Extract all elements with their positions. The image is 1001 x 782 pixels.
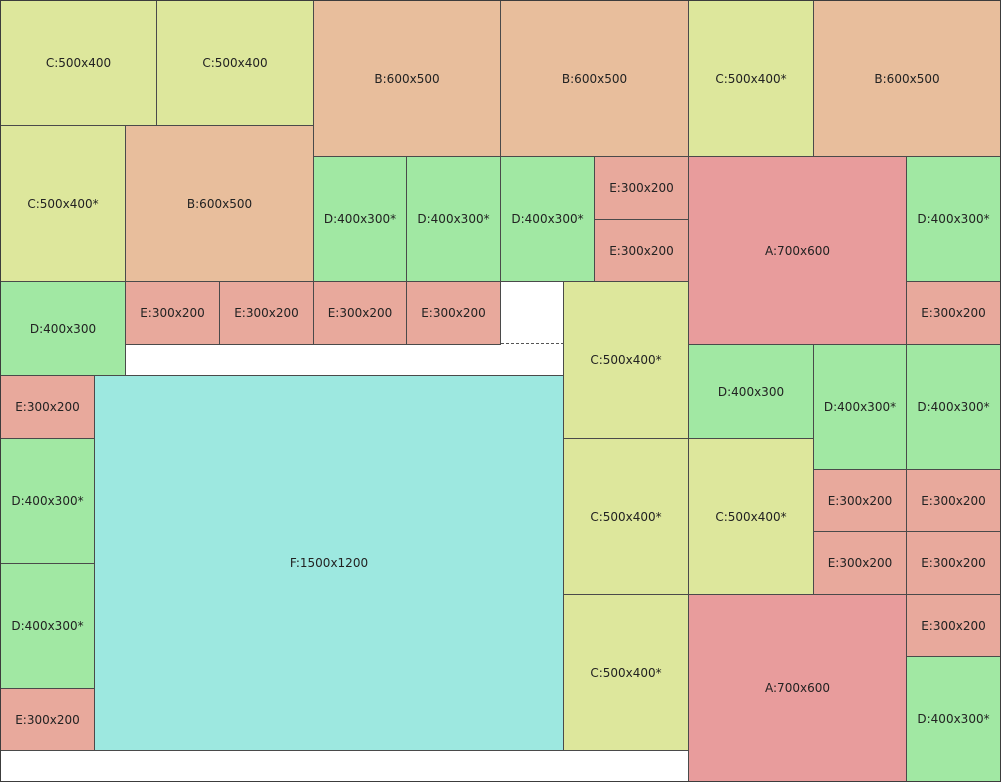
piece-c: C:500x400: [0, 0, 157, 126]
piece-d: D:400x300*: [0, 563, 95, 689]
piece-e: E:300x200: [313, 281, 407, 345]
piece-d: D:400x300*: [0, 438, 95, 564]
piece-e: E:300x200: [813, 469, 907, 532]
piece-d: D:400x300: [688, 344, 814, 439]
piece-d: D:400x300*: [500, 156, 595, 282]
piece-c: C:500x400*: [688, 438, 814, 595]
piece-d: D:400x300*: [313, 156, 407, 282]
piece-d: D:400x300*: [906, 156, 1001, 282]
piece-d: D:400x300*: [906, 344, 1001, 470]
piece-c: C:500x400*: [0, 125, 126, 282]
piece-e: E:300x200: [906, 469, 1001, 532]
piece-a: A:700x600: [688, 594, 907, 782]
piece-e: E:300x200: [594, 156, 689, 220]
piece-e: E:300x200: [813, 531, 907, 595]
piece-c: C:500x400*: [563, 594, 689, 751]
piece-d: D:400x300*: [906, 656, 1001, 782]
piece-b: B:600x500: [813, 0, 1001, 157]
dashed-cut-line: [501, 343, 564, 344]
piece-e: E:300x200: [0, 375, 95, 439]
piece-d: D:400x300*: [406, 156, 501, 282]
piece-d: D:400x300: [0, 281, 126, 376]
piece-e: E:300x200: [406, 281, 501, 345]
piece-e: E:300x200: [594, 219, 689, 282]
piece-e: E:300x200: [906, 594, 1001, 657]
piece-e: E:300x200: [906, 531, 1001, 595]
piece-e: E:300x200: [125, 281, 220, 345]
piece-c: C:500x400: [156, 0, 314, 126]
piece-c: C:500x400*: [688, 0, 814, 157]
piece-d: D:400x300*: [813, 344, 907, 470]
piece-b: B:600x500: [500, 0, 689, 157]
piece-e: E:300x200: [219, 281, 314, 345]
piece-f: F:1500x1200: [94, 375, 564, 751]
piece-b: B:600x500: [125, 125, 314, 282]
piece-e: E:300x200: [906, 281, 1001, 345]
piece-c: C:500x400*: [563, 281, 689, 439]
piece-c: C:500x400*: [563, 438, 689, 595]
piece-e: E:300x200: [0, 688, 95, 751]
piece-a: A:700x600: [688, 156, 907, 345]
piece-b: B:600x500: [313, 0, 501, 157]
